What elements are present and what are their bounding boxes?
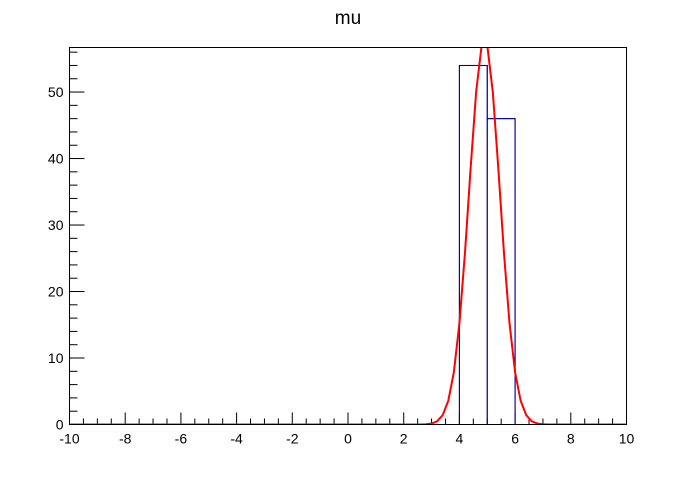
plot-frame bbox=[69, 47, 627, 425]
y-tick-label: 30 bbox=[48, 217, 64, 233]
y-axis: 0 10 20 30 40 50 bbox=[48, 51, 85, 433]
x-axis: -10 -8 -6 -4 -2 0 2 4 6 8 10 bbox=[59, 412, 635, 447]
x-tick-label: -2 bbox=[286, 431, 299, 447]
fit-series bbox=[69, 47, 627, 425]
y-tick-label: 20 bbox=[48, 284, 64, 300]
x-tick-label: -8 bbox=[119, 431, 132, 447]
histogram-outline bbox=[69, 64, 627, 425]
x-tick-label: 2 bbox=[400, 431, 408, 447]
x-tick-label: 0 bbox=[344, 431, 352, 447]
y-tick-label: 0 bbox=[56, 417, 64, 433]
y-tick-label: 50 bbox=[48, 84, 64, 100]
x-tick-label: 10 bbox=[619, 431, 635, 447]
x-tick-label: -4 bbox=[230, 431, 243, 447]
histogram-series bbox=[69, 64, 627, 425]
histogram-bar bbox=[486, 118, 516, 425]
y-tick-label: 10 bbox=[48, 350, 64, 366]
gaussian-fit-line bbox=[69, 47, 627, 425]
x-tick-label: 6 bbox=[511, 431, 519, 447]
x-tick-label: 4 bbox=[456, 431, 464, 447]
chart-title: mu bbox=[335, 8, 361, 29]
x-tick-label: 8 bbox=[567, 431, 575, 447]
y-tick-label: 40 bbox=[48, 151, 64, 167]
x-tick-label: -10 bbox=[59, 431, 79, 447]
x-tick-label: -6 bbox=[175, 431, 188, 447]
